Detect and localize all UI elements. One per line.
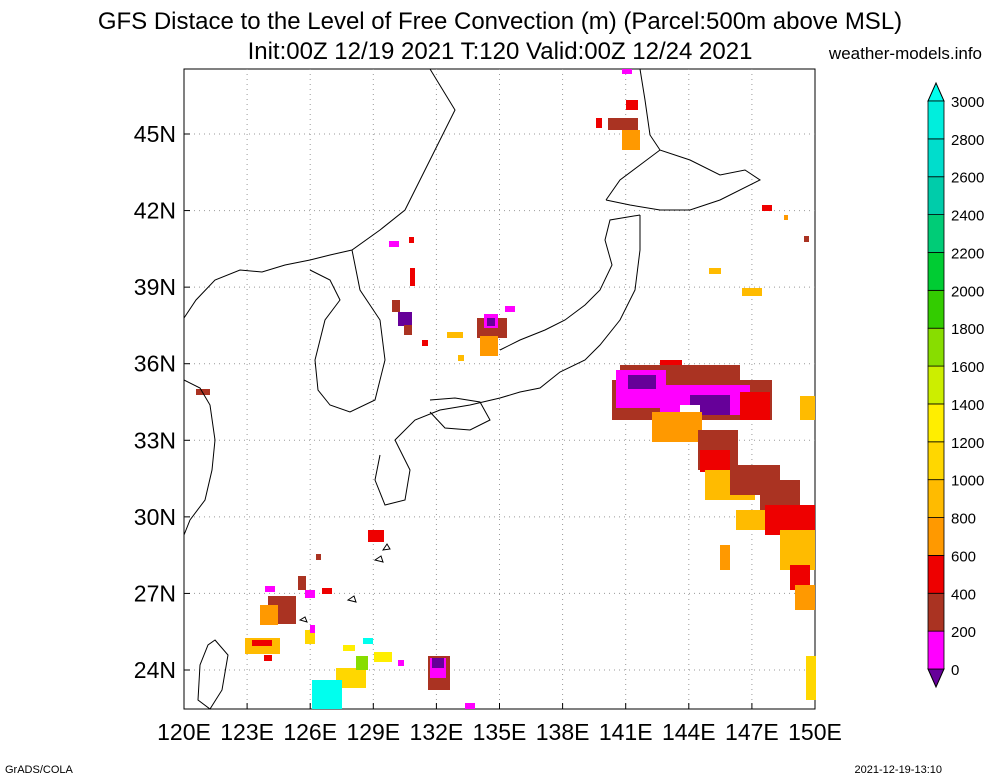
longitude-labels: 120E 123E 126E 129E 132E 135E 138E 141E 144E 147E… <box>157 719 842 745</box>
colorbar-label: 1200 <box>951 435 984 452</box>
colorbar-label: 200 <box>951 624 976 641</box>
colorbar-label: 2600 <box>951 170 984 187</box>
lat-label: 42N <box>134 198 176 224</box>
colorbar-segment <box>927 214 945 253</box>
lat-label: 30N <box>134 504 176 530</box>
colorbar-segment <box>927 138 945 178</box>
colorbar-segment <box>927 365 945 405</box>
colorbar-label: 2000 <box>951 283 984 300</box>
colorbar-label: 600 <box>951 548 976 565</box>
lon-label: 144E <box>662 719 716 745</box>
colorbar-label: 800 <box>951 511 976 528</box>
lfc-distance-shading <box>196 69 816 709</box>
colorbar-segment <box>927 403 945 443</box>
lon-label: 138E <box>536 719 590 745</box>
lon-label: 120E <box>157 719 211 745</box>
colorbar-segment <box>927 100 945 140</box>
colorbar-segment <box>927 176 945 216</box>
lon-label: 126E <box>283 719 337 745</box>
lat-label: 27N <box>134 580 176 606</box>
coastlines <box>183 68 761 710</box>
lon-label: 150E <box>788 719 842 745</box>
lat-label: 24N <box>134 657 176 683</box>
lat-label: 36N <box>134 351 176 377</box>
colorbar-label: 3000 <box>951 94 984 111</box>
colorbar-label: 1600 <box>951 359 984 376</box>
map-title: GFS Distace to the Level of Free Convect… <box>97 8 903 35</box>
colorbar-segment <box>927 479 945 518</box>
footer-credit: GrADS/COLA <box>5 764 73 776</box>
lat-label: 33N <box>134 427 176 453</box>
colorbar-segment <box>927 441 945 481</box>
colorbar-segment <box>927 555 945 594</box>
lon-label: 141E <box>599 719 653 745</box>
colorbar-label: 400 <box>951 586 976 603</box>
colorbar-segment <box>927 592 945 632</box>
colorbar-segment <box>927 252 945 291</box>
site-label: weather-models.info <box>828 44 982 63</box>
map-subtitle: Init:00Z 12/19 2021 T:120 Valid:00Z 12/2… <box>247 38 753 65</box>
colorbar-segment <box>927 630 945 670</box>
colorbar-segment <box>927 517 945 556</box>
colorbar-segment <box>927 289 945 329</box>
lat-label: 39N <box>134 274 176 300</box>
colorbar-segment <box>927 327 945 367</box>
colorbar-label: 2400 <box>951 208 984 225</box>
footer-timestamp: 2021-12-19-13:10 <box>854 764 942 776</box>
colorbar-label: 2800 <box>951 132 984 149</box>
colorbar-label: 0 <box>951 662 959 679</box>
colorbar-bottom-arrow <box>927 668 945 689</box>
lon-label: 147E <box>725 719 779 745</box>
colorbar-label: 1800 <box>951 321 984 338</box>
latitude-labels: 24N 27N 30N 33N 36N 39N 42N 45N <box>134 121 176 683</box>
lon-label: 132E <box>410 719 464 745</box>
colorbar-label: 1000 <box>951 473 984 490</box>
colorbar-top-arrow <box>927 81 945 102</box>
lon-label: 135E <box>473 719 527 745</box>
colorbar-label: 1400 <box>951 397 984 414</box>
colorbar-label: 2200 <box>951 245 984 262</box>
lon-label: 129E <box>346 719 400 745</box>
lat-label: 45N <box>134 121 176 147</box>
colorbar: 0 200 400 600 800 1000 1200 1400 1600 1800 2000 220… <box>927 81 984 689</box>
lon-label: 123E <box>220 719 274 745</box>
